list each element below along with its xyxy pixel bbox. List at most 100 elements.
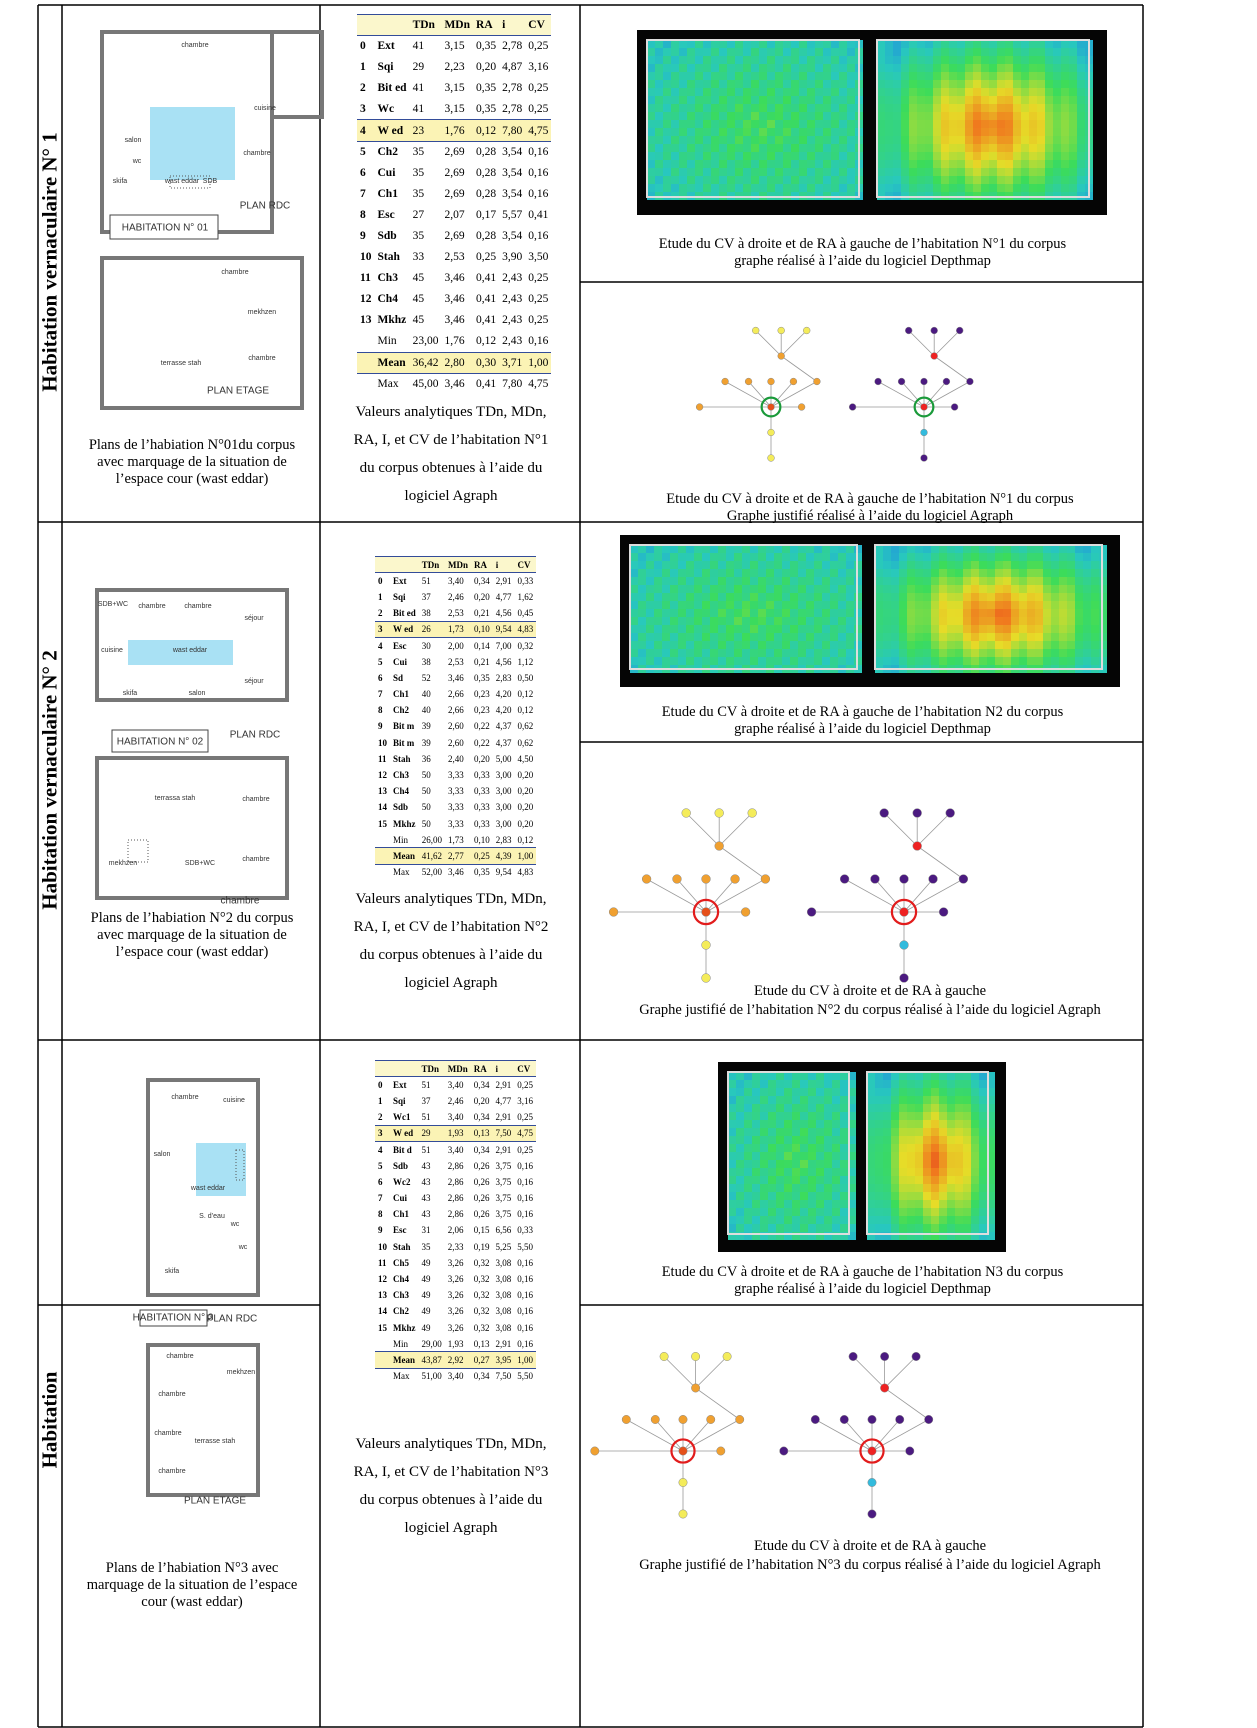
depthmap-cell [824,1120,832,1128]
value-cell: 0,32 [471,1271,493,1287]
depthmap-cell [987,641,995,649]
depthmap-cell [807,176,815,184]
depthmap-cell [1029,136,1037,144]
depthmap-cell [791,104,799,112]
graph-node [660,1352,668,1360]
value-cell: 50 [419,816,445,832]
depthmap-cell [877,144,885,152]
depthmap-cell [1043,609,1051,617]
value-cell: 3,00 [493,816,515,832]
depthmap-cell [925,56,933,64]
depthmap-cell [822,569,830,577]
depthmap-cell [742,657,750,665]
depthmap-cell [799,112,807,120]
depthmap-cell [838,641,846,649]
depthmap-cell [703,88,711,96]
depthmap-cell [702,641,710,649]
depthmap-cell [877,88,885,96]
depthmap-cell [735,104,743,112]
depthmap-cell [743,64,751,72]
depthmap-cell [971,1128,979,1136]
depthmap-cell [815,96,823,104]
depthmap-cell [901,184,909,192]
depthmap-cell [767,152,775,160]
depthmap-cell [941,160,949,168]
depthmap-cell [931,1176,939,1184]
depthmap-cell [883,1176,891,1184]
depthmap-cell [979,657,987,665]
depthmap-cell [901,152,909,160]
depthmap-cell [727,176,735,184]
depthmap-cell [883,1088,891,1096]
depthmap-cell [792,1208,800,1216]
depthmap-cell [775,144,783,152]
depthmap-cell [1067,593,1075,601]
value-cell: 35 [419,1239,445,1255]
depthmap-cell [718,577,726,585]
value-cell: 0,32 [515,637,537,653]
value-cell: 0,27 [471,1352,493,1368]
depthmap-cell [646,545,654,553]
depthmap-cell [823,128,831,136]
depthmap-cell [799,80,807,88]
depthmap-cell [981,168,989,176]
depthmap-cell [840,1176,848,1184]
depthmap-cell [831,88,839,96]
depthmap-cell [768,1128,776,1136]
depthmap-cell [923,625,931,633]
depthmap-cell [687,96,695,104]
value-cell: 0,25 [525,268,551,289]
depthmap-cell [1053,144,1061,152]
depthmap-cell [678,569,686,577]
depthmap-cell [987,649,995,657]
depthmap-cell [1091,545,1099,553]
depthmap-cell [734,617,742,625]
value-cell: 7,80 [499,120,525,141]
depthmap-cell [971,1104,979,1112]
depthmap-cell [647,152,655,160]
row-index: 14 [375,1303,390,1319]
row-index: 10 [375,735,390,751]
value-cell: 0,50 [515,670,537,686]
row-index: 13 [375,1287,390,1303]
depthmap-cell [941,176,949,184]
depthmap-cell [1067,569,1075,577]
depthmap-cell [687,104,695,112]
depthmap-cell [750,569,758,577]
depthmap-cell [995,633,1003,641]
depthmap-cell [907,1096,915,1104]
depthmap-cell [768,1208,776,1216]
value-cell: 0,34 [471,1109,493,1125]
depthmap-cell [987,593,995,601]
graph-node [868,1415,876,1423]
depthmap-cell [783,96,791,104]
depthmap-cell [728,1192,736,1200]
graph-node [691,1384,699,1392]
depthmap-cell [925,176,933,184]
row-index [357,373,375,394]
graph-node [768,429,775,436]
depthmap-cell [947,1088,955,1096]
depthmap-cell [839,96,847,104]
value-cell: 2,53 [441,247,473,268]
value-cell: 39 [419,718,445,734]
depthmap-cell [822,641,830,649]
depthmap-cell [1077,176,1085,184]
depthmap-cell [727,40,735,48]
depthmap-cell [735,112,743,120]
depthmap-cell [909,96,917,104]
depthmap-cell [744,1176,752,1184]
depthmap-cell [955,641,963,649]
depthmap-cell [867,1160,875,1168]
depthmap-cell [702,577,710,585]
depthmap-cell [670,657,678,665]
row-index [375,848,390,864]
graph-edge [696,1357,728,1389]
depthmap-cell [915,553,923,561]
depthmap-cell [1019,617,1027,625]
depthmap-cell [840,1088,848,1096]
depthmap-cell [655,88,663,96]
plan-label: PLAN RDC [230,730,281,741]
value-cell: 0,16 [514,1190,536,1206]
depthmap-cell [663,40,671,48]
